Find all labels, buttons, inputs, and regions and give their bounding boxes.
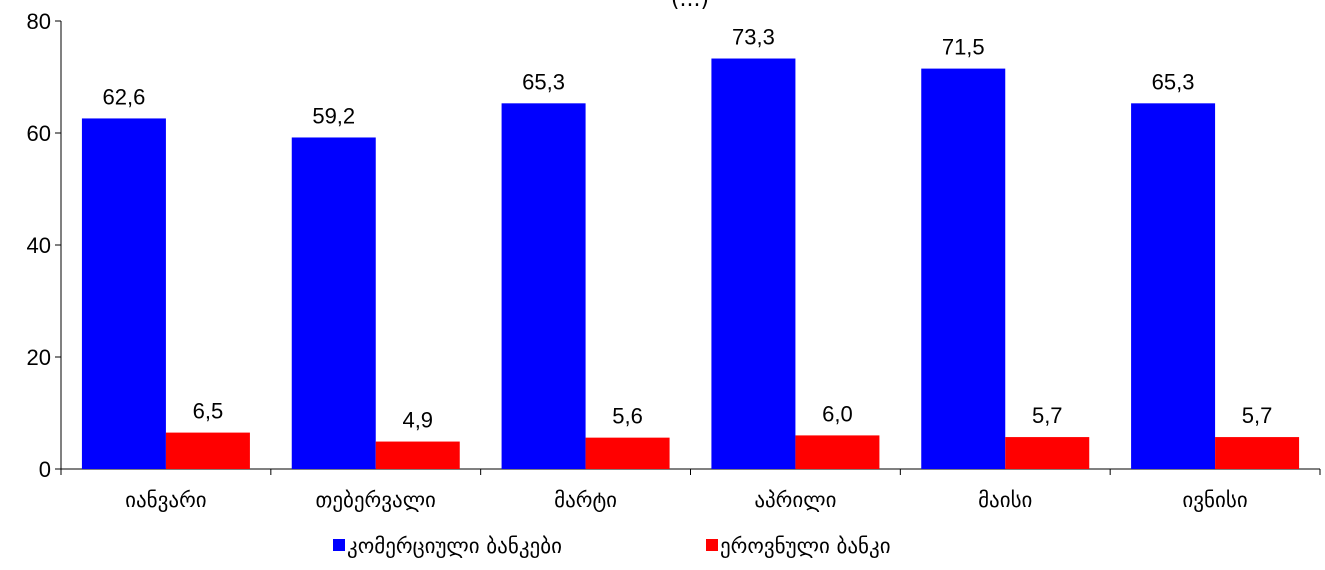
legend-swatch bbox=[333, 539, 345, 551]
data-label: 65,3 bbox=[522, 69, 565, 94]
data-label: 5,6 bbox=[612, 404, 643, 429]
chart-title: (...) bbox=[671, 0, 709, 12]
x-category-label: აპრილი bbox=[754, 488, 836, 512]
bar bbox=[795, 435, 880, 469]
data-label: 65,3 bbox=[1152, 69, 1195, 94]
x-axis: იანვარი თებერვალი მარტი აპრილი მაისი ივნისი bbox=[60, 468, 1321, 512]
x-category-label: მაისი bbox=[978, 488, 1032, 512]
x-category-label: მარტი bbox=[554, 488, 617, 512]
y-tick-label: 80 bbox=[27, 9, 51, 34]
legend: კომერციული ბანკები ეროვნული ბანკი bbox=[333, 534, 891, 558]
x-category-label: იანვარი bbox=[125, 488, 207, 512]
bar bbox=[1005, 437, 1090, 469]
legend-swatch bbox=[706, 539, 718, 551]
data-label: 5,7 bbox=[1242, 403, 1273, 428]
data-label: 62,6 bbox=[103, 84, 146, 109]
data-label: 71,5 bbox=[942, 35, 985, 60]
legend-label: ეროვნული ბანკი bbox=[720, 534, 891, 558]
y-tick-label: 60 bbox=[27, 121, 51, 146]
legend-label: კომერციული ბანკები bbox=[347, 534, 562, 558]
bar bbox=[291, 137, 376, 470]
bar bbox=[501, 103, 586, 469]
y-tick-label: 0 bbox=[39, 457, 51, 482]
bar bbox=[921, 68, 1006, 469]
data-label: 6,5 bbox=[193, 399, 224, 424]
y-tick-label: 20 bbox=[27, 345, 51, 370]
data-label: 59,2 bbox=[312, 103, 355, 128]
bar bbox=[711, 58, 796, 470]
bar bbox=[1131, 103, 1216, 469]
bar bbox=[585, 437, 670, 469]
bar bbox=[375, 441, 460, 469]
data-label: 4,9 bbox=[402, 408, 433, 433]
bar bbox=[81, 118, 166, 469]
x-category-label: თებერვალი bbox=[316, 488, 436, 512]
data-labels-group: 62,6 59,2 65,3 73,3 71,5 65,3 6,5 4,9 5,6 6,0 5,7 5… bbox=[103, 25, 1273, 433]
bar bbox=[165, 432, 250, 469]
data-label: 5,7 bbox=[1032, 403, 1063, 428]
bar bbox=[1215, 437, 1300, 469]
x-category-label: ივნისი bbox=[1182, 488, 1247, 512]
bars-group bbox=[81, 58, 1300, 470]
y-tick-label: 40 bbox=[27, 233, 51, 258]
y-axis: 0 20 40 60 80 bbox=[27, 9, 62, 482]
data-label: 73,3 bbox=[732, 25, 775, 50]
data-label: 6,0 bbox=[822, 401, 853, 426]
